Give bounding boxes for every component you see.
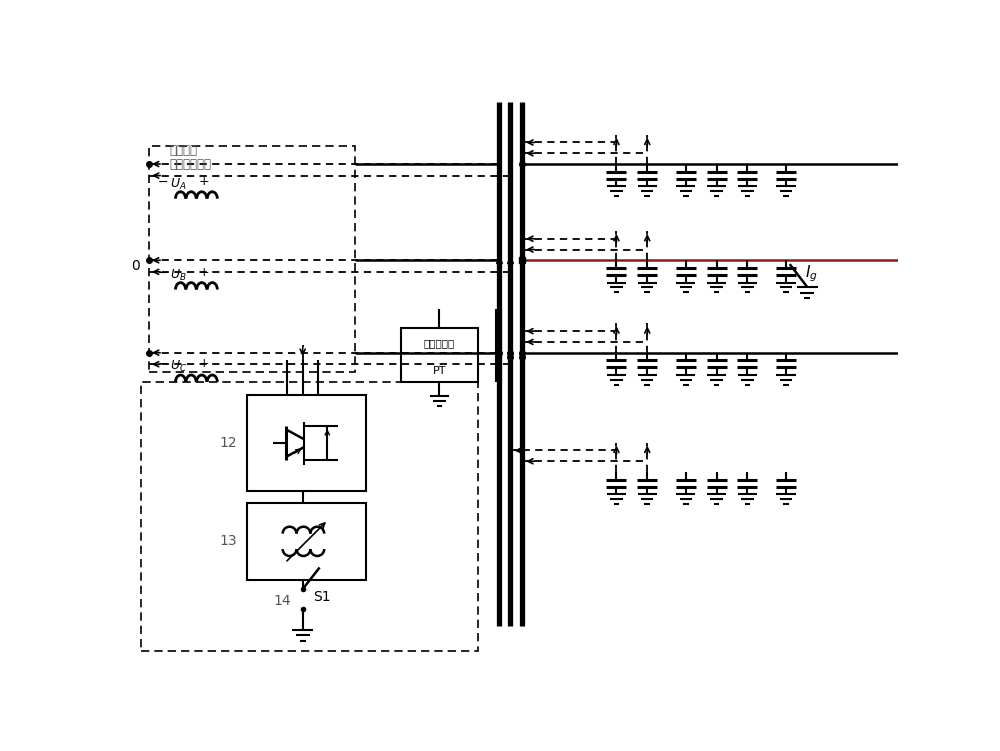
Text: $-$: $-$: [157, 357, 168, 369]
Text: $+$: $+$: [198, 175, 210, 188]
Text: 电压互感器: 电压互感器: [424, 339, 455, 348]
Text: $U_C$: $U_C$: [170, 359, 187, 374]
Text: 变压器二次侧: 变压器二次侧: [170, 158, 212, 171]
Text: 13: 13: [220, 535, 238, 548]
Text: S1: S1: [313, 590, 331, 604]
Text: 14: 14: [273, 594, 291, 608]
Text: $U_A$: $U_A$: [170, 177, 186, 192]
Text: 发电机或: 发电机或: [170, 144, 198, 157]
Text: $I_g$: $I_g$: [805, 264, 818, 284]
Text: $U_B$: $U_B$: [170, 268, 186, 283]
Text: $-$: $-$: [157, 266, 168, 279]
Text: $-$: $-$: [157, 175, 168, 188]
Text: 0: 0: [131, 259, 140, 273]
Text: PT: PT: [433, 366, 446, 376]
Text: 12: 12: [220, 436, 238, 450]
Text: $+$: $+$: [198, 357, 210, 369]
Text: $+$: $+$: [198, 266, 210, 279]
